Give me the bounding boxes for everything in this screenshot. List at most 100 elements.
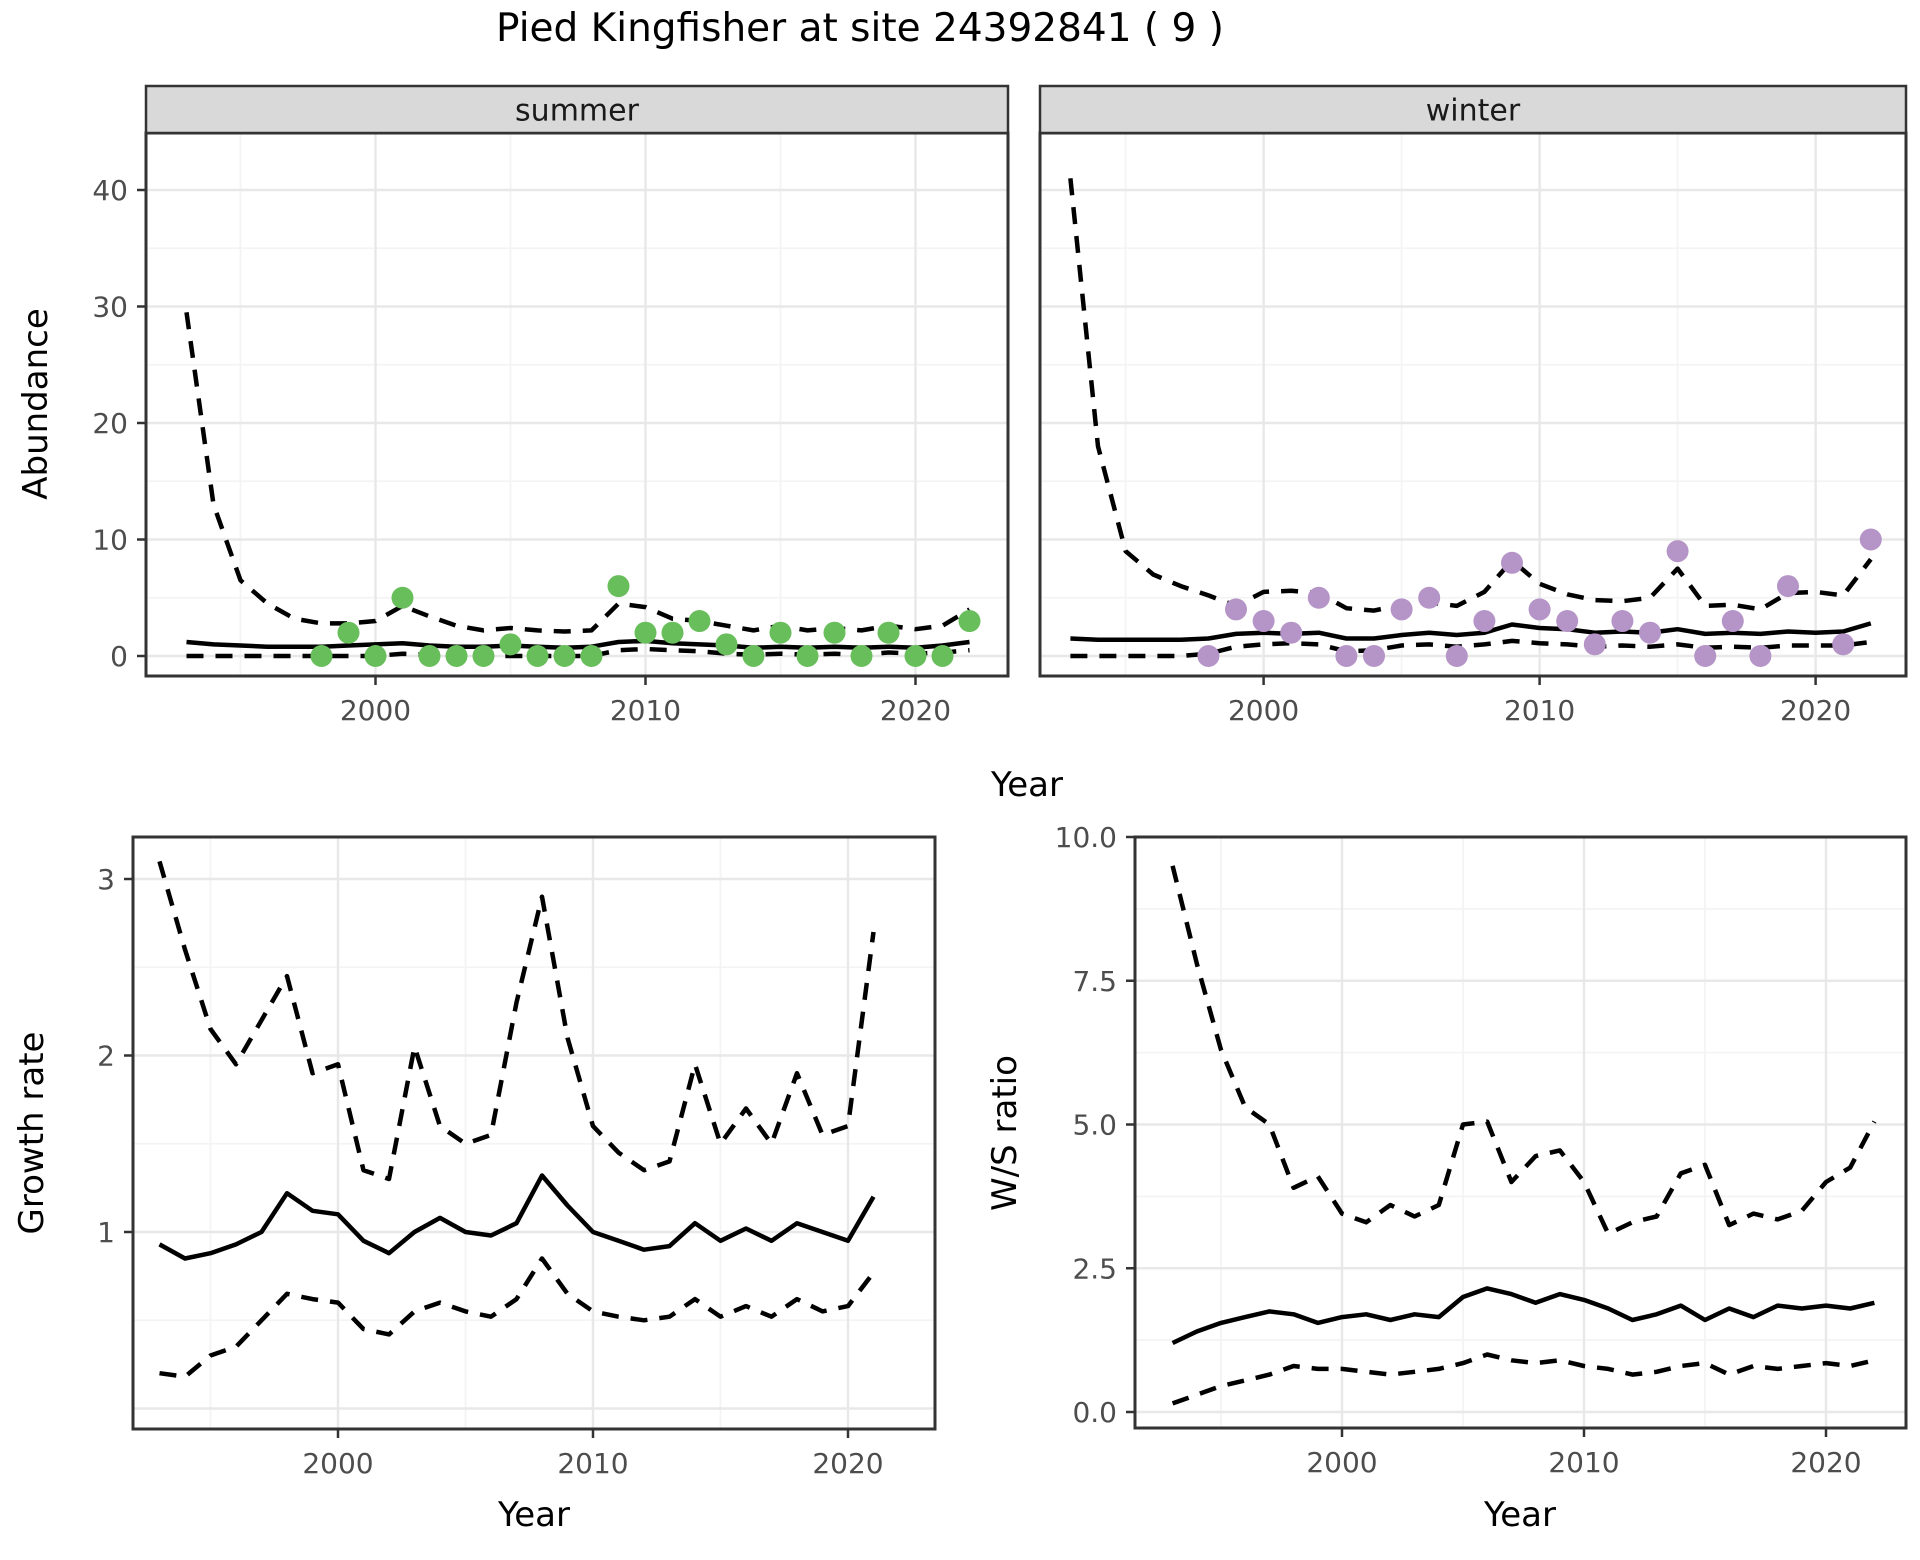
y-tick-label: 10.0	[1055, 821, 1117, 854]
page-title: Pied Kingfisher at site 24392841 ( 9 )	[496, 6, 1224, 51]
summer-panel: summer 2000 2010 2020 0 10 20 30 40	[92, 84, 1010, 727]
winter-data-point	[1225, 598, 1247, 621]
x-axis-title-year-top: Year	[991, 765, 1063, 805]
winter-data-point	[1859, 528, 1882, 551]
x-tick-label: 2000	[1228, 694, 1299, 727]
summer-data-point	[391, 586, 414, 609]
x-tick-label: 2020	[812, 1447, 883, 1480]
y-tick-label: 0.0	[1072, 1396, 1117, 1429]
ws-ci-lower-line	[1171, 1352, 1875, 1406]
winter-x-axis: 2000 2010 2020	[1228, 676, 1851, 727]
winter-ci-upper-line	[1068, 178, 1873, 613]
winter-data-point	[1694, 645, 1717, 667]
winter-data-point	[1832, 633, 1855, 656]
winter-data-point	[1335, 645, 1358, 667]
y-tick-label: 0	[110, 640, 128, 673]
summer-data-point	[850, 645, 873, 667]
summer-data-point	[796, 645, 819, 667]
winter-ci-lower-line	[1070, 638, 1872, 659]
winter-panel: winter 2000 2010 2020	[1038, 84, 1908, 727]
summer-data-point	[904, 645, 927, 667]
summer-panel-background	[146, 133, 1008, 676]
growth-panel: 2000 2010 2020 1 2 3	[97, 835, 937, 1480]
growth-panel-background	[133, 837, 935, 1429]
winter-data-point	[1501, 551, 1523, 574]
x-tick-label: 2010	[610, 694, 681, 727]
y-tick-label: 30	[92, 291, 128, 324]
winter-data-point	[1307, 586, 1330, 609]
winter-data-point	[1473, 610, 1496, 633]
summer-data-point	[472, 645, 495, 667]
y-tick-label: 5.0	[1072, 1109, 1117, 1142]
summer-data-point	[661, 621, 684, 644]
y-tick-label: 3	[97, 863, 115, 896]
summer-data-point	[769, 621, 792, 644]
summer-data-point	[931, 645, 954, 667]
y-tick-label: 40	[92, 174, 128, 207]
winter-median-line	[1070, 621, 1872, 642]
x-tick-label: 2000	[302, 1447, 373, 1480]
y-tick-label: 2.5	[1072, 1252, 1117, 1285]
summer-x-axis: 2000 2010 2020	[340, 676, 951, 727]
winter-data-point	[1749, 645, 1772, 667]
y-tick-label: 1	[97, 1216, 115, 1249]
summer-data-point	[607, 575, 630, 598]
summer-data-point	[634, 621, 657, 644]
winter-data-point	[1639, 621, 1661, 644]
winter-observation-points	[1197, 528, 1882, 667]
winter-data-point	[1390, 598, 1413, 621]
winter-data-point	[1556, 610, 1579, 633]
summer-y-axis: 0 10 20 30 40	[92, 174, 146, 673]
ws-ci-upper-line	[1170, 865, 1877, 1237]
summer-data-point	[337, 621, 360, 644]
winter-data-point	[1777, 575, 1799, 598]
y-tick-label: 2	[97, 1040, 115, 1073]
x-axis-title-year-growth: Year	[498, 1495, 570, 1535]
summer-data-point	[688, 610, 711, 633]
winter-facet-strip	[1038, 84, 1908, 135]
y-tick-label: 10	[92, 524, 128, 557]
ws-median-line	[1171, 1286, 1875, 1346]
winter-data-point	[1363, 645, 1385, 667]
ws-y-axis: 0.0 2.5 5.0 7.5 10.0	[1055, 821, 1135, 1429]
growth-x-axis: 2000 2010 2020	[302, 1429, 884, 1480]
winter-data-point	[1252, 610, 1275, 633]
growth-gridlines	[133, 837, 935, 1429]
winter-data-point	[1583, 633, 1606, 656]
growth-median-line	[158, 1173, 876, 1261]
winter-facet-label: winter	[1426, 94, 1521, 129]
ws-x-axis: 2000 2010 2020	[1306, 1428, 1862, 1479]
winter-data-point	[1721, 610, 1744, 633]
summer-data-point	[553, 645, 576, 667]
summer-data-point	[418, 645, 441, 667]
x-tick-label: 2000	[340, 694, 411, 727]
x-tick-label: 2020	[1790, 1446, 1861, 1479]
winter-data-point	[1197, 645, 1220, 667]
ws-panel-background	[1135, 837, 1906, 1428]
growth-ci-lower-line	[159, 1256, 876, 1379]
summer-data-point	[499, 633, 522, 656]
x-tick-label: 2010	[1504, 694, 1575, 727]
winter-gridlines	[1040, 133, 1906, 676]
summer-data-point	[877, 621, 900, 644]
x-tick-label: 2020	[880, 694, 951, 727]
x-tick-label: 2020	[1780, 694, 1851, 727]
ws-panel-frame	[1133, 835, 1908, 1430]
summer-data-point	[445, 645, 468, 667]
summer-data-point	[310, 645, 333, 667]
ws-panel: 2000 2010 2020 0.0 2.5 5.0 7.5 10.0	[1055, 821, 1908, 1479]
summer-data-point	[823, 621, 846, 644]
x-axis-title-year-ws: Year	[1484, 1495, 1556, 1535]
y-tick-label: 20	[92, 407, 128, 440]
winter-data-point	[1611, 610, 1634, 633]
x-tick-label: 2010	[557, 1447, 628, 1480]
summer-facet-strip	[144, 84, 1010, 135]
summer-data-point	[526, 645, 549, 667]
winter-data-point	[1528, 598, 1551, 621]
winter-panel-background	[1040, 133, 1906, 676]
summer-data-point	[742, 645, 765, 667]
x-tick-label: 2000	[1306, 1446, 1377, 1479]
winter-data-point	[1280, 621, 1303, 644]
y-axis-title-growth-rate: Growth rate	[12, 1031, 52, 1235]
